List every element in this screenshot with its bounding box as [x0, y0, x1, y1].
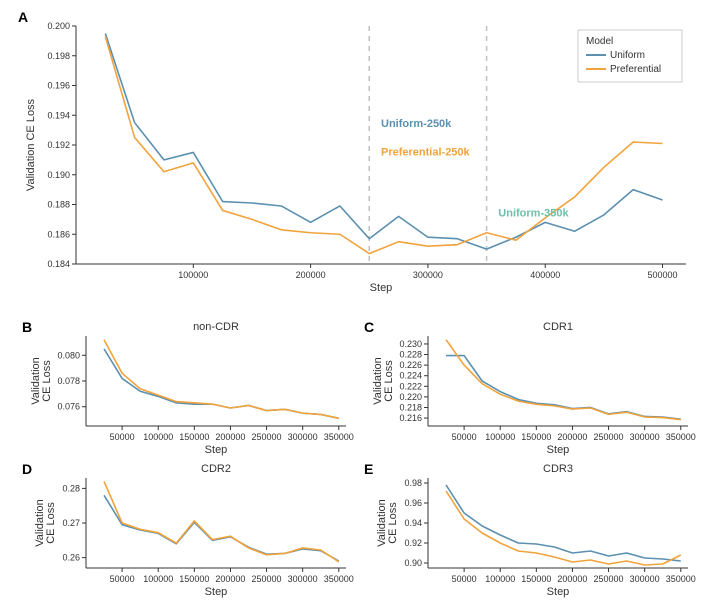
panel-B: 0.076 0.078 0.080 50000 100000 150000 200000 25… [22, 319, 354, 456]
xtick-label: 300000 [630, 574, 660, 584]
ytick-label: 0.186 [47, 229, 70, 239]
ytick-label: 0.192 [47, 140, 70, 150]
xtick-label: 300000 [630, 432, 660, 442]
panel-C: 0.2160.2180.2200.2220.2240.2260.2280.230… [364, 319, 696, 456]
ytick-label: 0.080 [57, 350, 80, 360]
xtick-label: 100000 [485, 432, 515, 442]
xlabel: Step [547, 444, 570, 456]
xtick-label: 350000 [666, 574, 696, 584]
xtick-label: 150000 [521, 432, 551, 442]
panel-letter: B [22, 319, 32, 335]
xlabel: Step [205, 586, 228, 598]
ytick-label: 0.92 [404, 538, 422, 548]
panel-title: CDR2 [201, 463, 231, 475]
figure-svg: 0.184 0.186 0.188 0.190 0.192 0.194 0.196 0.198… [8, 8, 712, 601]
ytick-label: 0.222 [399, 381, 422, 391]
panel-D: 0.26 0.27 0.28 50000 100000 150000 200000 25000… [22, 461, 354, 598]
xtick-label: 100000 [143, 574, 173, 584]
ytick-label: 0.188 [47, 200, 70, 210]
ytick-label: 0.96 [404, 498, 422, 508]
ytick-label: 0.224 [399, 371, 422, 381]
legend: Model Uniform Preferential [578, 30, 682, 82]
panel-letter: E [364, 461, 373, 477]
ytick-label: 0.220 [399, 392, 422, 402]
xtick-label: 400000 [530, 270, 560, 280]
ytick-label: 0.90 [404, 558, 422, 568]
xtick-label: 50000 [452, 574, 477, 584]
series-uniform [446, 485, 681, 561]
legend-label: Preferential [610, 64, 661, 75]
xlabel: Step [547, 586, 570, 598]
panel-title: CDR1 [543, 321, 573, 333]
xlabel: Step [205, 444, 228, 456]
ylabel: Validation CE Loss [25, 98, 37, 191]
ytick-label: 0.218 [399, 402, 422, 412]
xtick-label: 250000 [252, 432, 282, 442]
ylabel: ValidationCE Loss [376, 499, 399, 547]
ylabel: ValidationCE Loss [34, 499, 57, 547]
xtick-label: 500000 [648, 270, 678, 280]
xlabel: Step [370, 282, 393, 294]
xtick-label: 350000 [666, 432, 696, 442]
series-uniform [104, 349, 339, 418]
ylabel: ValidationCE Loss [372, 357, 395, 405]
series-preferential [104, 340, 339, 418]
xtick-label: 250000 [594, 574, 624, 584]
ytick-label: 0.230 [399, 339, 422, 349]
xtick-label: 250000 [594, 432, 624, 442]
ytick-label: 0.94 [404, 518, 422, 528]
ytick-label: 0.27 [62, 518, 80, 528]
ytick-label: 0.194 [47, 110, 70, 120]
xtick-label: 200000 [296, 270, 326, 280]
series-uniform [446, 356, 681, 420]
xtick-label: 150000 [521, 574, 551, 584]
series-preferential [446, 491, 681, 565]
ytick-label: 0.190 [47, 170, 70, 180]
ytick-label: 0.98 [404, 478, 422, 488]
xtick-label: 350000 [324, 432, 354, 442]
ytick-label: 0.28 [62, 483, 80, 493]
legend-title: Model [586, 36, 613, 47]
ytick-label: 0.200 [47, 21, 70, 31]
xtick-label: 200000 [557, 574, 587, 584]
annotation: Uniform-250k [381, 118, 452, 130]
ylabel: ValidationCE Loss [30, 357, 53, 405]
ytick-label: 0.076 [57, 402, 80, 412]
xtick-label: 200000 [215, 574, 245, 584]
panel-title: non-CDR [193, 321, 239, 333]
ytick-label: 0.228 [399, 350, 422, 360]
xtick-label: 50000 [110, 432, 135, 442]
xtick-label: 50000 [110, 574, 135, 584]
panel-letter: A [18, 9, 28, 25]
xtick-label: 150000 [179, 432, 209, 442]
ytick-label: 0.184 [47, 259, 70, 269]
xtick-label: 150000 [179, 574, 209, 584]
panel-title: CDR3 [543, 463, 573, 475]
ytick-label: 0.216 [399, 413, 422, 423]
xtick-label: 50000 [452, 432, 477, 442]
annotation: Preferential-250k [381, 146, 471, 158]
xtick-label: 300000 [413, 270, 443, 280]
panel-letter: C [364, 319, 374, 335]
ytick-label: 0.26 [62, 553, 80, 563]
ytick-label: 0.198 [47, 51, 70, 61]
xtick-label: 100000 [178, 270, 208, 280]
xtick-label: 300000 [288, 432, 318, 442]
ytick-label: 0.078 [57, 376, 80, 386]
figure-root: 0.184 0.186 0.188 0.190 0.192 0.194 0.196 0.198… [8, 8, 712, 601]
xtick-label: 100000 [485, 574, 515, 584]
panel-letter: D [22, 461, 32, 477]
xtick-label: 200000 [557, 432, 587, 442]
xtick-label: 350000 [324, 574, 354, 584]
xtick-label: 250000 [252, 574, 282, 584]
xtick-label: 100000 [143, 432, 173, 442]
legend-label: Uniform [610, 50, 645, 61]
xtick-label: 200000 [215, 432, 245, 442]
ytick-label: 0.226 [399, 360, 422, 370]
annotation: Uniform-350k [498, 207, 569, 219]
ytick-label: 0.196 [47, 81, 70, 91]
xtick-label: 300000 [288, 574, 318, 584]
panel-E: 0.90 0.92 0.94 0.96 0.98 50000 100000 150000 200… [364, 461, 696, 598]
